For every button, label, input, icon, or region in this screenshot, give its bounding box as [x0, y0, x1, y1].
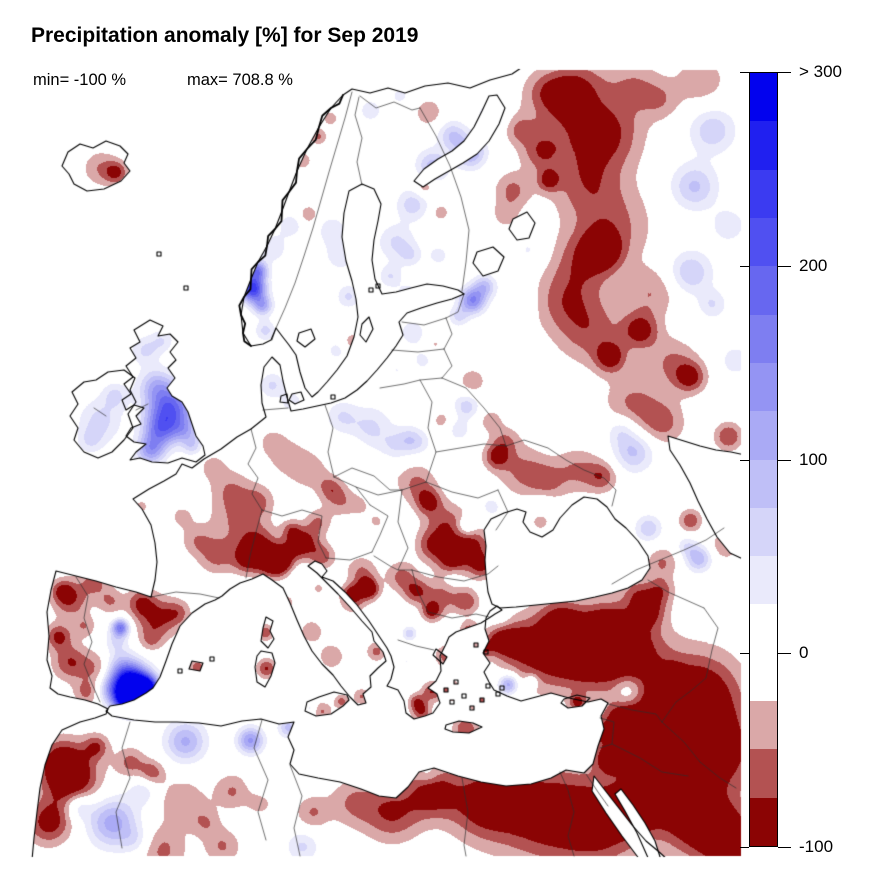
colorbar-tick: [778, 847, 791, 848]
colorbar-segment: [750, 217, 777, 267]
colorbar-segment: [750, 797, 777, 846]
colorbar-tick-label: 200: [799, 255, 828, 275]
colorbar-segment: [750, 749, 777, 798]
colorbar-segment: [750, 314, 777, 363]
colorbar-segment: [750, 121, 777, 170]
colorbar-tick: [778, 653, 791, 655]
colorbar-segment: [750, 73, 777, 122]
colorbar-segment: [750, 169, 777, 218]
colorbar-segment: [750, 362, 777, 412]
max-stat: max= 708.8 %: [187, 71, 293, 89]
figure-title: Precipitation anomaly [%] for Sep 2019: [31, 24, 419, 47]
min-stat: min= -100 %: [33, 71, 127, 89]
colorbar-tick: [740, 459, 749, 461]
colorbar-tick-label: -100: [799, 837, 834, 856]
colorbar-segment: [750, 652, 777, 702]
colorbar-tick: [778, 265, 791, 267]
colorbar-tick: [740, 653, 749, 655]
colorbar-tick: [740, 72, 749, 73]
colorbar-tick: [778, 459, 791, 461]
colorbar-tick-label: 0: [799, 643, 809, 663]
colorbar-tick: [740, 265, 749, 267]
colorbar-segment: [750, 604, 777, 653]
colorbar: [749, 72, 778, 847]
colorbar-tick: [778, 72, 791, 73]
colorbar-segment: [750, 701, 777, 750]
colorbar-tick-label: 100: [799, 449, 828, 469]
colorbar-segment: [750, 507, 777, 557]
colorbar-segment: [750, 266, 777, 315]
colorbar-tick-label: > 300: [799, 62, 843, 81]
colorbar-segment: [750, 556, 777, 605]
colorbar-tick: [740, 847, 749, 848]
colorbar-segment: [750, 411, 777, 460]
colorbar-segment: [750, 459, 777, 508]
